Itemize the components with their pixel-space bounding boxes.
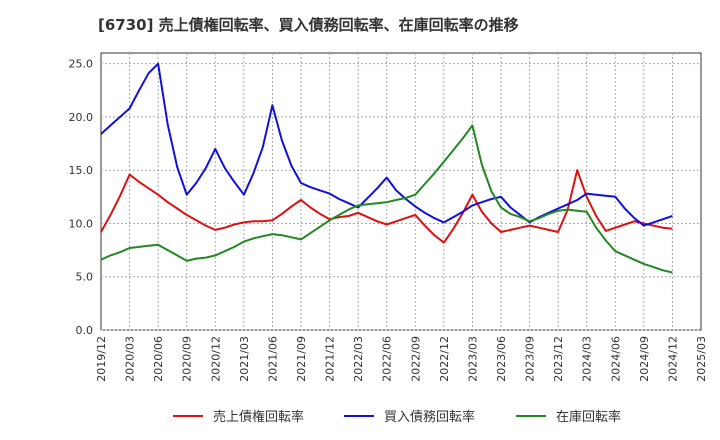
y-tick-label: 15.0 [69,164,94,177]
x-tick-label: 2021/09 [295,336,308,382]
y-tick-label: 5.0 [76,271,94,284]
x-tick-label: 2023/12 [552,336,565,382]
legend-label: 買入債務回転率 [384,409,475,425]
x-tick-label: 2020/06 [152,336,165,382]
x-tick-label: 2024/12 [666,336,679,382]
x-tick-label: 2022/06 [381,336,394,382]
series-line [100,124,673,274]
x-tick-label: 2019/12 [95,336,108,382]
x-tick-label: 2020/03 [124,336,137,382]
legend-label: 在庫回転率 [556,409,621,425]
x-tick-label: 2023/03 [466,336,479,382]
legend: 売上債権回転率 買入債務回転率 在庫回転率 [173,409,621,425]
x-tick-label: 2023/09 [524,336,537,382]
x-tick-label: 2022/03 [352,336,365,382]
plot-area [100,52,702,331]
x-tick-label: 2020/09 [181,336,194,382]
series-line [100,169,673,244]
x-tick-label: 2022/09 [409,336,422,382]
y-tick-labels: 0.0 5.0 10.0 15.0 20.0 25.0 [69,58,94,337]
y-tick-label: 20.0 [69,111,94,124]
x-tick-labels: 2019/12 2020/03 2020/06 2020/09 2020/12 2021/… [95,336,708,382]
chart-title: [6730] 売上債権回転率、買入債務回転率、在庫回転率の推移 [98,16,519,34]
x-tick-label: 2024/06 [609,336,622,382]
x-tick-label: 2021/06 [266,336,279,382]
y-tick-label: 10.0 [69,217,94,230]
x-tick-label: 2024/09 [638,336,651,382]
x-tick-label: 2021/03 [238,336,251,382]
x-tick-label: 2022/12 [438,336,451,382]
series-lines [100,62,673,274]
legend-label: 売上債権回転率 [213,409,304,425]
x-tick-label: 2024/03 [581,336,594,382]
x-tick-label: 2025/03 [695,336,708,382]
x-tick-label: 2021/12 [324,336,337,382]
y-tick-label: 0.0 [76,324,94,337]
x-tick-label: 2023/06 [495,336,508,382]
series-line [100,62,673,227]
x-tick-label: 2020/12 [209,336,222,382]
y-tick-label: 25.0 [69,58,94,71]
